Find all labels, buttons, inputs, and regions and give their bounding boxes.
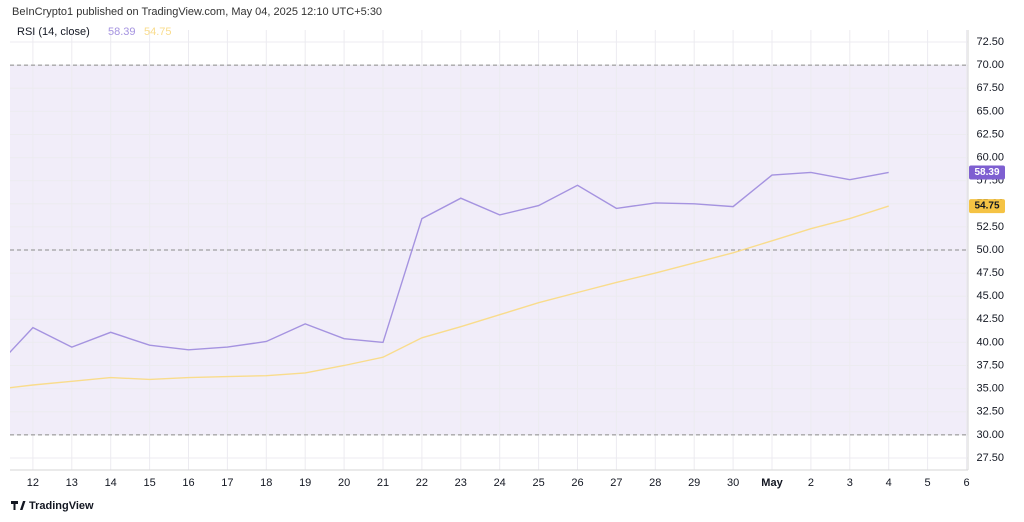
x-tick-label: 19 [299,477,311,489]
y-tick-label: 42.50 [976,313,1004,325]
x-tick-label: 26 [571,477,583,489]
rsi-line [10,205,889,389]
y-tick-label: 50.00 [976,244,1004,256]
x-tick-label: 5 [925,477,931,489]
legend-value: 54.75 [144,26,172,38]
x-tick-label: 2 [808,477,814,489]
x-tick-label: 21 [377,477,389,489]
y-tick-label: 52.50 [976,221,1004,233]
value-badge [969,165,1005,180]
legend-value: 58.39 [108,26,136,38]
x-tick-label: 18 [260,477,272,489]
publish-note: BeInCrypto1 published on TradingView.com… [12,6,382,18]
y-tick-label: 62.50 [976,128,1004,140]
y-tick-label: 30.00 [976,429,1004,441]
y-tick-label: 72.50 [976,36,1004,48]
x-tick-label: 24 [494,477,506,489]
x-tick-label: 17 [221,477,233,489]
x-tick-label: 25 [532,477,544,489]
x-tick-label: 15 [143,477,155,489]
y-tick-label: 67.50 [976,82,1004,94]
x-tick-label: 12 [27,477,39,489]
x-tick-label: 4 [886,477,892,489]
plot-background [10,30,968,470]
x-tick-label: 14 [105,477,117,489]
x-tick-label: 28 [649,477,661,489]
indicator-name: RSI (14, close) [17,26,90,38]
y-tick-label: 40.00 [976,336,1004,348]
x-tick-label: 30 [727,477,739,489]
y-tick-label: 65.00 [976,105,1004,117]
x-tick-label: 29 [688,477,700,489]
x-tick-label: 22 [416,477,428,489]
plot-lines [10,171,889,389]
x-tick-label: May [761,477,783,489]
brand-logo [11,501,26,510]
x-tick-label: 6 [963,477,969,489]
y-tick-label: 60.00 [976,151,1004,163]
x-tick-label: 13 [66,477,78,489]
brand-name: TradingView [29,500,94,512]
y-tick-label: 32.50 [976,406,1004,418]
y-tick-label: 35.00 [976,383,1004,395]
x-tick-label: 3 [847,477,853,489]
x-tick-label: 20 [338,477,350,489]
rsi-line [10,171,889,354]
y-tick-label: 37.50 [976,359,1004,371]
y-tick-label: 47.50 [976,267,1004,279]
y-tick-label: 27.50 [976,452,1004,464]
x-tick-label: 23 [455,477,467,489]
value-badge-label: 54.75 [974,201,999,212]
y-tick-label: 45.00 [976,290,1004,302]
y-tick-label: 70.00 [976,59,1004,71]
x-tick-label: 27 [610,477,622,489]
value-badge-label: 58.39 [974,167,999,178]
x-tick-label: 16 [182,477,194,489]
value-badge [969,199,1005,214]
